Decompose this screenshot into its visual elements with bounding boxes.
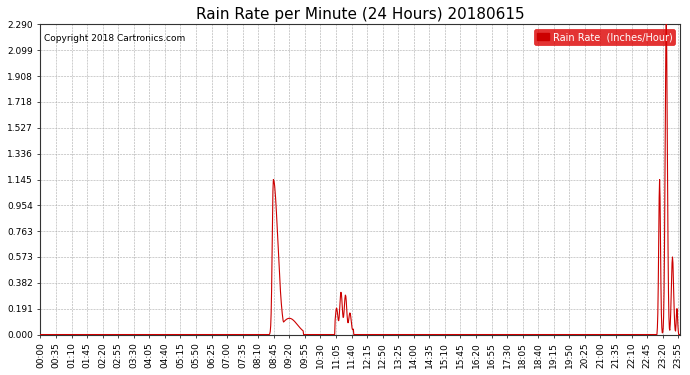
Title: Rain Rate per Minute (24 Hours) 20180615: Rain Rate per Minute (24 Hours) 20180615 [196,7,524,22]
Legend: Rain Rate  (Inches/Hour): Rain Rate (Inches/Hour) [534,29,676,45]
Text: Copyright 2018 Cartronics.com: Copyright 2018 Cartronics.com [43,34,185,43]
